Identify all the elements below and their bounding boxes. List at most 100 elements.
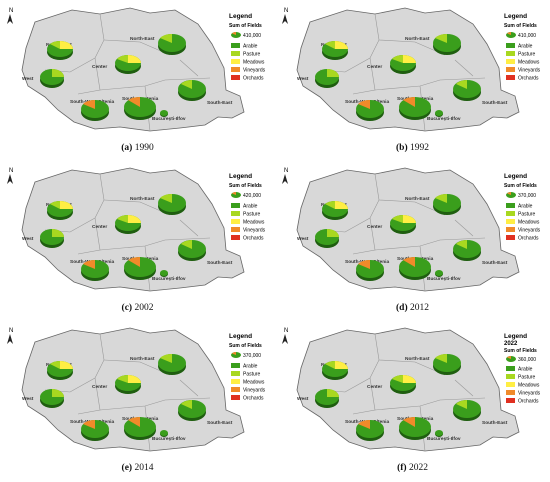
pie-chart-south-muntenia: [124, 256, 156, 280]
svg-text:Orchards: Orchards: [518, 399, 539, 405]
svg-text:N: N: [9, 328, 13, 334]
map-panel-b: N North-West North-East Center West Sout…: [275, 0, 550, 160]
legend-swatch-meadows: [231, 59, 240, 64]
pie-chart-bucuresti-ilfov: [160, 430, 168, 437]
svg-text:Pasture: Pasture: [518, 52, 535, 58]
legend-scale-value: 410,000: [243, 33, 261, 39]
svg-text:Orchards: Orchards: [518, 76, 539, 82]
legend-subtitle: Sum of Fields: [504, 348, 537, 354]
legend-swatch-arable: [506, 203, 515, 208]
pie-chart-center: [390, 55, 416, 74]
legend-swatch-vineyards: [231, 67, 240, 72]
legend-swatch-pasture: [231, 371, 240, 376]
legend-subtitle: Sum of Fields: [229, 183, 262, 189]
svg-text:N: N: [284, 168, 288, 174]
panel-caption: (f) 2022: [397, 463, 428, 473]
region-label-west: West: [22, 236, 34, 242]
pie-chart-bucuresti-ilfov: [435, 270, 443, 277]
svg-text:Meadows: Meadows: [243, 380, 265, 386]
region-label-west: West: [297, 396, 309, 402]
svg-text:Arable: Arable: [243, 204, 258, 210]
svg-text:Meadows: Meadows: [518, 60, 540, 66]
legend-title: Legend: [229, 13, 252, 20]
region-label-north-east: North-East: [405, 196, 430, 202]
legend-title: Legend: [229, 173, 252, 180]
pie-chart-north-east: [158, 353, 186, 375]
map-legend: Legend Sum of Fields 370,000 Arable Past…: [504, 173, 541, 242]
legend-swatch-arable: [506, 43, 515, 48]
pie-chart-bucuresti-ilfov: [435, 430, 443, 437]
legend-swatch-meadows: [231, 379, 240, 384]
legend-subtitle: Sum of Fields: [229, 343, 262, 349]
legend-swatch-meadows: [506, 59, 515, 64]
north-arrow-icon: N: [282, 8, 288, 24]
pie-chart-bucuresti-ilfov: [435, 110, 443, 117]
region-label-center: Center: [367, 64, 382, 70]
region-label-north-east: North-East: [130, 36, 155, 42]
region-label-center: Center: [367, 384, 382, 390]
north-arrow-icon: N: [282, 328, 288, 344]
legend-swatch-pasture: [506, 374, 515, 379]
svg-text:Meadows: Meadows: [518, 383, 540, 389]
panel-caption: (c) 2002: [121, 303, 154, 313]
legend-swatch-meadows: [506, 382, 515, 387]
legend-subtitle: Sum of Fields: [504, 23, 537, 29]
pie-chart-south-west-oltenia: [356, 259, 384, 281]
map-panel-e: N North-West North-East Center West Sout…: [0, 320, 275, 480]
legend-swatch-arable: [231, 203, 240, 208]
pie-chart-south-muntenia: [399, 416, 431, 440]
legend-swatch-pasture: [231, 51, 240, 56]
pie-chart-south-east: [453, 400, 481, 421]
svg-text:N: N: [284, 8, 288, 14]
region-label-south-east: South-East: [207, 260, 233, 266]
svg-text:Arable: Arable: [518, 367, 533, 373]
svg-text:Vineyards: Vineyards: [518, 228, 541, 234]
map-legend: Legend Sum of Fields 370,000 Arable Past…: [229, 333, 266, 402]
pie-chart-south-east: [178, 400, 206, 421]
svg-text:Meadows: Meadows: [518, 220, 540, 226]
svg-text:Pasture: Pasture: [243, 372, 260, 378]
pie-chart-north-east: [433, 353, 461, 375]
map-legend: Legend Sum of Fields 420,000 Arable Past…: [229, 173, 266, 242]
map-legend: Legend 2022 Sum of Fields 360,000 Arable…: [504, 333, 541, 405]
pie-chart-north-east: [158, 193, 186, 215]
pie-chart-north-east: [433, 33, 461, 55]
region-label-west: West: [297, 236, 309, 242]
region-label-north-east: North-East: [405, 36, 430, 42]
svg-text:Pasture: Pasture: [518, 212, 535, 218]
svg-text:Orchards: Orchards: [518, 236, 539, 242]
legend-swatch-arable: [231, 363, 240, 368]
svg-text:Orchards: Orchards: [243, 236, 264, 242]
north-arrow-icon: N: [7, 168, 13, 184]
legend-year: 2022: [504, 341, 518, 347]
pie-chart-north-west: [322, 201, 348, 220]
pie-chart-south-west-oltenia: [81, 259, 109, 281]
svg-text:N: N: [9, 8, 13, 14]
legend-title: Legend: [229, 333, 252, 340]
legend-swatch-vineyards: [506, 390, 515, 395]
pie-chart-west: [40, 69, 64, 88]
svg-text:Vineyards: Vineyards: [243, 228, 266, 234]
map-panel-a: N North-West North-East Center West Sout…: [0, 0, 275, 160]
legend-swatch-vineyards: [231, 227, 240, 232]
legend-swatch-orchards: [506, 75, 515, 80]
legend-swatch-arable: [231, 43, 240, 48]
legend-scale-value: 410,000: [518, 33, 536, 39]
pie-chart-west: [315, 69, 339, 88]
legend-title: Legend: [504, 13, 527, 20]
region-label-bucuresti-ilfov: București-Ilfov: [152, 436, 186, 442]
svg-text:Orchards: Orchards: [243, 76, 264, 82]
north-arrow-icon: N: [7, 328, 13, 344]
svg-text:N: N: [284, 328, 288, 334]
north-arrow-icon: N: [7, 8, 13, 24]
region-label-south-east: South-East: [482, 420, 508, 426]
pie-chart-center: [115, 55, 141, 74]
pie-chart-west: [40, 389, 64, 408]
legend-scale-value: 420,000: [243, 193, 261, 199]
legend-scale-value: 370,000: [243, 353, 261, 359]
legend-swatch-pasture: [506, 51, 515, 56]
pie-chart-north-west: [322, 41, 348, 60]
region-label-west: West: [22, 76, 34, 82]
pie-chart-bucuresti-ilfov: [160, 110, 168, 117]
region-label-bucuresti-ilfov: București-Ilfov: [427, 116, 461, 122]
